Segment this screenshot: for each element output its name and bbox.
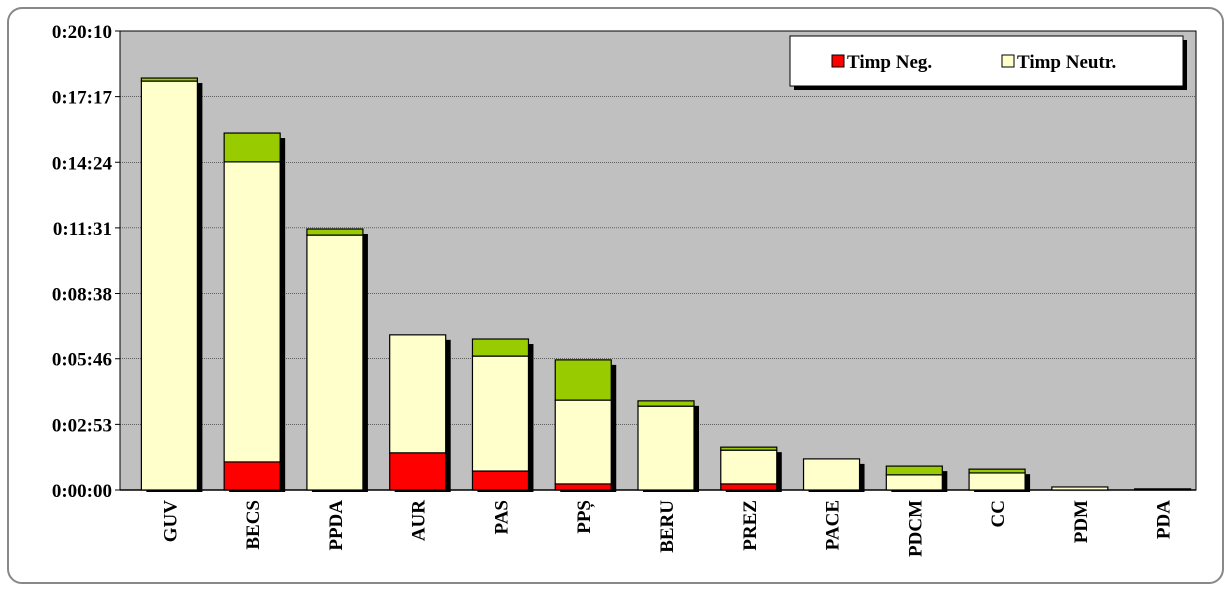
x-tick-label: PAS — [491, 500, 512, 534]
x-tick-label: BERU — [657, 500, 678, 553]
x-tick-label: PDCM — [905, 500, 926, 557]
bar-segment — [554, 399, 612, 485]
bar-segment — [968, 472, 1026, 491]
bar-segment — [720, 483, 778, 491]
legend-label: Timp Neutr. — [1017, 52, 1116, 73]
x-tick-label: PDM — [1071, 500, 1092, 543]
bar-segment — [140, 77, 198, 82]
bar-segment — [720, 446, 778, 451]
bar-segment — [637, 405, 695, 491]
x-tick-label: GUV — [160, 500, 181, 543]
bar-segment — [223, 132, 281, 163]
x-tick-label: PACE — [823, 500, 844, 550]
bar-segment — [885, 474, 943, 491]
x-tick-label: CC — [988, 500, 1009, 527]
bar-segment — [306, 234, 364, 491]
x-tick-label: PREZ — [740, 500, 761, 551]
bar-segment — [389, 334, 447, 454]
bar-segment — [968, 468, 1026, 474]
y-tick-label: 0:17:17 — [52, 88, 113, 109]
y-tick-label: 0:05:46 — [52, 350, 112, 371]
bar-segment — [140, 80, 198, 491]
bar-segment — [802, 458, 861, 491]
x-tick-label: PPȘ — [574, 500, 595, 534]
bar-segment — [720, 449, 778, 485]
bar-segment — [554, 359, 612, 401]
legend-swatch — [831, 54, 845, 68]
bar-segment — [223, 461, 281, 491]
bar-segment — [306, 228, 364, 236]
y-tick-label: 0:20:10 — [52, 22, 112, 43]
y-tick-label: 0:14:24 — [52, 153, 113, 174]
x-tick-label: PDA — [1154, 500, 1175, 539]
y-tick-label: 0:11:31 — [53, 219, 112, 240]
legend — [789, 35, 1184, 87]
bar-segment — [554, 483, 612, 491]
legend-label: Timp Neg. — [847, 52, 932, 73]
legend-swatch — [1001, 54, 1015, 68]
x-tick-label: AUR — [409, 500, 430, 541]
bar-segment — [471, 338, 530, 357]
bar-segment — [389, 452, 447, 491]
bar-segment — [1051, 486, 1109, 491]
x-tick-label: BECS — [243, 500, 264, 550]
y-tick-label: 0:00:00 — [52, 481, 112, 502]
y-tick-label: 0:08:38 — [52, 285, 112, 306]
bar-segment — [223, 161, 281, 463]
bar-segment — [1134, 488, 1192, 491]
bar-segment — [885, 465, 943, 476]
bar-segment — [471, 355, 530, 472]
y-tick-label: 0:02:53 — [52, 415, 112, 436]
bar-segment — [471, 470, 530, 491]
bar-segment — [637, 400, 695, 407]
x-tick-label: PPDA — [326, 500, 347, 551]
